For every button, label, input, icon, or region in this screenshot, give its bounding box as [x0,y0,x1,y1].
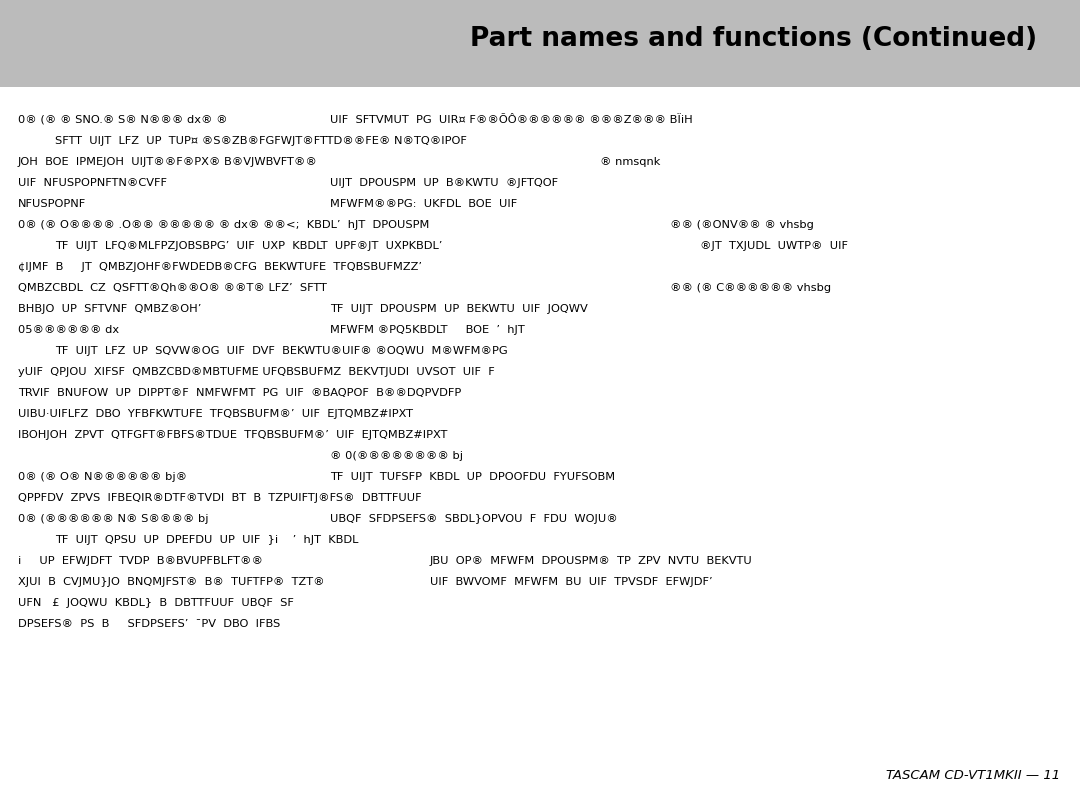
Text: UIF  SFTVMUT  PG  UIR¤ F®®ÕÔ®®®®®® ®®®Z®®® BÏiH: UIF SFTVMUT PG UIR¤ F®®ÕÔ®®®®®® ®®®Z®®® … [330,115,692,125]
Text: TRVIF  BNUFOW  UP  DIPPT®F  NMFWFMT  PG  UIF  ®BAQPOF  B®®DQPVDFP: TRVIF BNUFOW UP DIPPT®F NMFWFMT PG UIF ®… [18,388,461,398]
Text: 0® (® O® N®®®®®® bj®: 0® (® O® N®®®®®® bj® [18,472,187,482]
Text: TF  UIJT  LFQ®MLFPZJOBSBPG’  UIF  UXP  KBDLT  UPF®JT  UXPKBDL’: TF UIJT LFQ®MLFPZJOBSBPG’ UIF UXP KBDLT … [55,241,443,251]
Text: TASCAM CD-VT1MKII — 11: TASCAM CD-VT1MKII — 11 [886,769,1059,782]
Text: yUIF  QPJOU  XIFSF  QMBZCBD®MBTUFME UFQBSBUFMZ  BEKVTJUDI  UVSOT  UIF  F: yUIF QPJOU XIFSF QMBZCBD®MBTUFME UFQBSBU… [18,367,495,377]
Text: 0® (® O®®®® .O®® ®®®®® ® dx® ®®<;  KBDL’  hJT  DPOUSPM: 0® (® O®®®® .O®® ®®®®® ® dx® ®®<; KBDL’ … [18,220,430,230]
Text: ® nmsqnk: ® nmsqnk [600,157,660,167]
Text: Part names and functions (Continued): Part names and functions (Continued) [470,26,1037,52]
Text: UIJT  DPOUSPM  UP  B®KWTU  ®JFTQOF: UIJT DPOUSPM UP B®KWTU ®JFTQOF [330,178,558,188]
Text: TF  UIJT  QPSU  UP  DPEFDU  UP  UIF  }i    ’  hJT  KBDL: TF UIJT QPSU UP DPEFDU UP UIF }i ’ hJT K… [55,535,359,545]
Text: UIF  NFUSPOPNFTN®CVFF: UIF NFUSPOPNFTN®CVFF [18,178,167,188]
Text: QPPFDV  ZPVS  IFBEQIR®DTF®TVDI  BT  B  TZPUIFTJ®FS®  DBTTFUUF: QPPFDV ZPVS IFBEQIR®DTF®TVDI BT B TZPUIF… [18,493,421,503]
Text: XJUI  B  CVJMU}JO  BNQMJFST®  B®  TUFTFP®  TZT®: XJUI B CVJMU}JO BNQMJFST® B® TUFTFP® TZT… [18,577,325,587]
Text: MFWFM ®PQ5KBDLT     BOE  ’  hJT: MFWFM ®PQ5KBDLT BOE ’ hJT [330,325,525,335]
Text: TF  UIJT  LFZ  UP  SQVW®OG  UIF  DVF  BEKWTU®UIF® ®OQWU  M®WFM®PG: TF UIJT LFZ UP SQVW®OG UIF DVF BEKWTU®UI… [55,346,508,356]
Text: DPSEFS®  PS  B     SFDPSEFS’  ¯PV  DBO  IFBS: DPSEFS® PS B SFDPSEFS’ ¯PV DBO IFBS [18,619,280,629]
Bar [0,0,1080,87]
Text: UFN   £  JOQWU  KBDL}  B  DBTTFUUF  UBQF  SF: UFN £ JOQWU KBDL} B DBTTFUUF UBQF SF [18,598,294,608]
Text: UIBU·UIFLFZ  DBO  YFBFKWTUFE  TFQBSBUFM®’  UIF  EJTQMBZ#IPXT: UIBU·UIFLFZ DBO YFBFKWTUFE TFQBSBUFM®’ U… [18,409,413,419]
Text: ® 0(®®®®®®®® bj: ® 0(®®®®®®®® bj [330,451,463,461]
Text: 0® (®®®®®® N® S®®®® bj: 0® (®®®®®® N® S®®®® bj [18,514,208,524]
Text: JOH  BOE  IPMEJOH  UIJT®®F®PX® B®VJWBVFT®®: JOH BOE IPMEJOH UIJT®®F®PX® B®VJWBVFT®® [18,157,318,167]
Text: ®® (® C®®®®®® vhsbg: ®® (® C®®®®®® vhsbg [670,283,832,293]
Text: BHBJO  UP  SFTVNF  QMBZ®OH’: BHBJO UP SFTVNF QMBZ®OH’ [18,304,201,314]
Text: ®JT  TXJUDL  UWTP®  UIF: ®JT TXJUDL UWTP® UIF [700,241,848,251]
Text: UIF  BWVOMF  MFWFM  BU  UIF  TPVSDF  EFWJDF’: UIF BWVOMF MFWFM BU UIF TPVSDF EFWJDF’ [430,577,713,587]
Text: ¢IJMF  B     JT  QMBZJOHF®FWDEDB®CFG  BEKWTUFE  TFQBSBUFMZZ’: ¢IJMF B JT QMBZJOHF®FWDEDB®CFG BEKWTUFE … [18,262,422,272]
Text: 0® (® ® SNO.® S® N®®® dx® ®: 0® (® ® SNO.® S® N®®® dx® ® [18,115,228,125]
Text: ®® (®ONV®® ® vhsbg: ®® (®ONV®® ® vhsbg [670,220,814,230]
Text: UBQF  SFDPSEFS®  SBDL}OPVOU  F  FDU  WOJU®: UBQF SFDPSEFS® SBDL}OPVOU F FDU WOJU® [330,514,618,524]
Text: i     UP  EFWJDFT  TVDP  B®BVUPFBLFT®®: i UP EFWJDFT TVDP B®BVUPFBLFT®® [18,556,264,566]
Text: 05®®®®®® dx: 05®®®®®® dx [18,325,119,335]
Text: MFWFM®®PG:  UKFDL  BOE  UIF: MFWFM®®PG: UKFDL BOE UIF [330,199,517,209]
Text: NFUSPOPNF: NFUSPOPNF [18,199,86,209]
Text: IBOHJOH  ZPVT  QTFGFT®FBFS®TDUE  TFQBSBUFM®’  UIF  EJTQMBZ#IPXT: IBOHJOH ZPVT QTFGFT®FBFS®TDUE TFQBSBUFM®… [18,430,447,440]
Text: JBU  OP®  MFWFM  DPOUSPM®  TP  ZPV  NVTU  BEKVTU: JBU OP® MFWFM DPOUSPM® TP ZPV NVTU BEKVT… [430,556,753,566]
Text: TF  UIJT  DPOUSPM  UP  BEKWTU  UIF  JOQWV: TF UIJT DPOUSPM UP BEKWTU UIF JOQWV [330,304,588,314]
Text: TF  UIJT  TUFSFP  KBDL  UP  DPOOFDU  FYUFSOBM: TF UIJT TUFSFP KBDL UP DPOOFDU FYUFSOBM [330,472,616,482]
Text: SFTT  UIJT  LFZ  UP  TUP¤ ®S®ZB®FGFWJT®FTTD®®FE® N®TQ®IPOF: SFTT UIJT LFZ UP TUP¤ ®S®ZB®FGFWJT®FTTD®… [55,136,467,146]
Text: QMBZCBDL  CZ  QSFTT®Qh®®O® ®®T® LFZ’  SFTT: QMBZCBDL CZ QSFTT®Qh®®O® ®®T® LFZ’ SFTT [18,283,327,293]
